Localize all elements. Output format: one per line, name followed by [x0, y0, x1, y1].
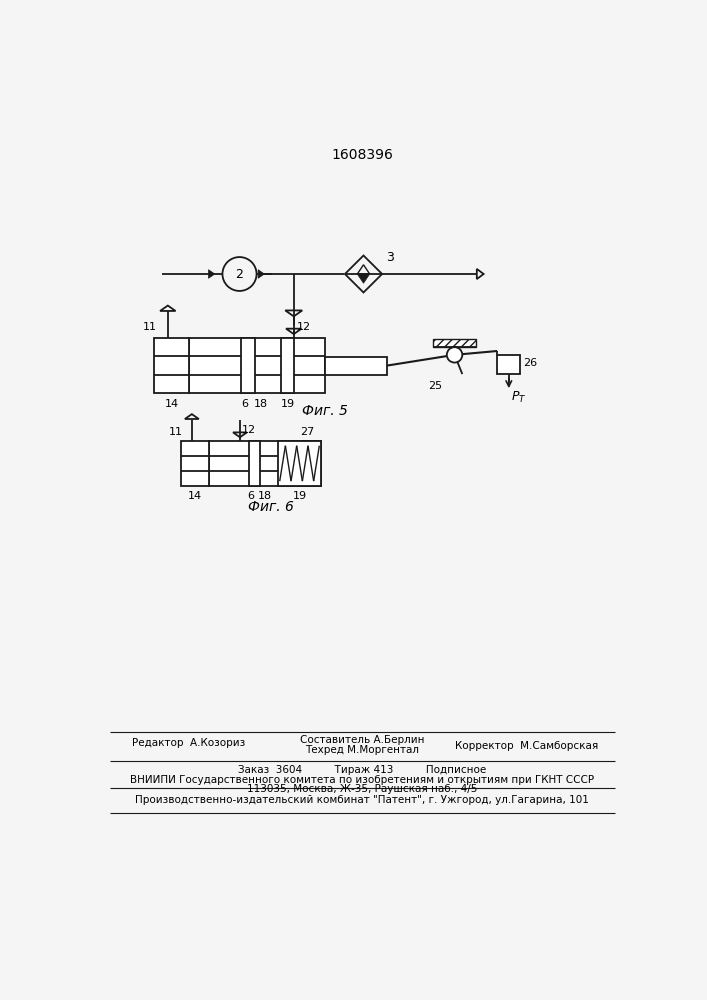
Bar — [325, 357, 387, 375]
Text: Заказ  3604          Тираж 413          Подписное: Заказ 3604 Тираж 413 Подписное — [238, 765, 486, 775]
Circle shape — [447, 347, 462, 363]
Text: 25: 25 — [428, 381, 443, 391]
Text: 3: 3 — [386, 251, 394, 264]
Text: 18: 18 — [254, 399, 268, 409]
Text: 19: 19 — [281, 399, 295, 409]
Polygon shape — [357, 274, 370, 283]
Text: Фиг. 5: Фиг. 5 — [302, 404, 348, 418]
Text: 11: 11 — [143, 322, 157, 332]
Text: Техред М.Моргентал: Техред М.Моргентал — [305, 745, 419, 755]
Text: Фиг. 6: Фиг. 6 — [247, 500, 293, 514]
Text: 18: 18 — [257, 491, 271, 501]
Text: 12: 12 — [243, 425, 257, 435]
Text: 113035, Москва, Ж-35, Раушская наб., 4/5: 113035, Москва, Ж-35, Раушская наб., 4/5 — [247, 784, 477, 794]
Text: 12: 12 — [297, 322, 311, 332]
Text: 6: 6 — [247, 491, 254, 501]
Polygon shape — [258, 270, 264, 278]
Text: 26: 26 — [524, 358, 537, 368]
Text: Корректор  М.Самборская: Корректор М.Самборская — [455, 741, 598, 751]
Text: 11: 11 — [168, 427, 182, 437]
Bar — [189, 338, 325, 393]
Text: Составитель А.Берлин: Составитель А.Берлин — [300, 735, 424, 745]
Text: Производственно-издательский комбинат "Патент", г. Ужгород, ул.Гагарина, 101: Производственно-издательский комбинат "П… — [135, 795, 589, 805]
Bar — [278, 441, 321, 486]
Text: 1608396: 1608396 — [331, 148, 393, 162]
Text: Редактор  А.Козориз: Редактор А.Козориз — [132, 738, 246, 748]
Bar — [281, 338, 293, 393]
Text: ВНИИПИ Государственного комитета по изобретениям и открытиям при ГКНТ СССР: ВНИИПИ Государственного комитета по изоб… — [130, 775, 594, 785]
Text: 6: 6 — [241, 399, 248, 409]
Bar — [209, 441, 321, 486]
Polygon shape — [209, 270, 215, 278]
Bar — [182, 441, 209, 486]
Text: 27: 27 — [300, 427, 315, 437]
Text: $P_T$: $P_T$ — [511, 389, 527, 405]
Text: 19: 19 — [293, 491, 307, 501]
Bar — [249, 441, 259, 486]
Text: 2: 2 — [235, 267, 243, 280]
Bar — [154, 338, 189, 393]
Bar — [497, 355, 520, 374]
Bar — [433, 339, 476, 347]
Text: 14: 14 — [188, 491, 202, 501]
Bar — [240, 338, 255, 393]
Text: 14: 14 — [165, 399, 179, 409]
